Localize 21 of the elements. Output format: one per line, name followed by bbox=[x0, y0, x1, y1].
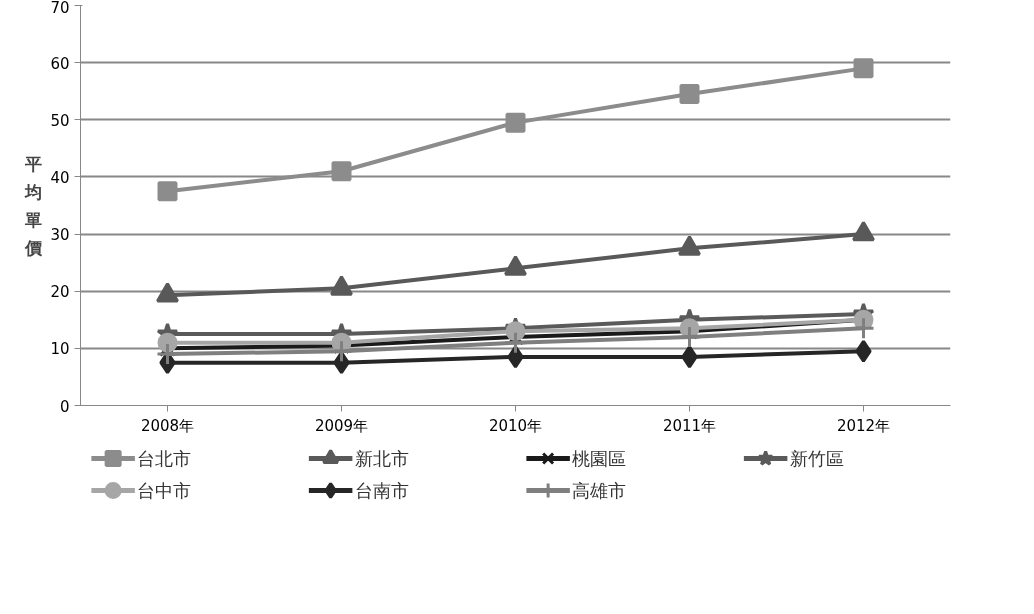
y-tick-label: 30 bbox=[50, 226, 70, 245]
legend-label: 新北市 bbox=[354, 448, 409, 469]
y-tick-label: 40 bbox=[50, 168, 70, 187]
legend-label: 桃園區 bbox=[572, 448, 627, 469]
x-tick-label: 2012年 bbox=[836, 416, 891, 435]
y-tick-label: 70 bbox=[50, 0, 70, 17]
legend-label: 台南市 bbox=[354, 480, 409, 501]
y-axis-title: 平均單價 bbox=[24, 153, 44, 258]
legend-label: 新竹區 bbox=[789, 448, 844, 469]
y-tick-label: 20 bbox=[50, 283, 70, 302]
legend-label: 台北市 bbox=[137, 448, 192, 469]
y-tick-label: 0 bbox=[59, 397, 70, 416]
x-tick-label: 2009年 bbox=[314, 416, 369, 435]
y-tick-label: 10 bbox=[50, 340, 70, 359]
legend-label: 高雄市 bbox=[572, 480, 627, 501]
x-tick-label: 2011年 bbox=[662, 416, 717, 435]
x-tick-label: 2010年 bbox=[488, 416, 543, 435]
y-tick-label: 60 bbox=[50, 54, 70, 73]
x-tick-label: 2008年 bbox=[140, 416, 195, 435]
legend-label: 台中市 bbox=[137, 480, 192, 501]
y-tick-label: 50 bbox=[50, 111, 70, 130]
